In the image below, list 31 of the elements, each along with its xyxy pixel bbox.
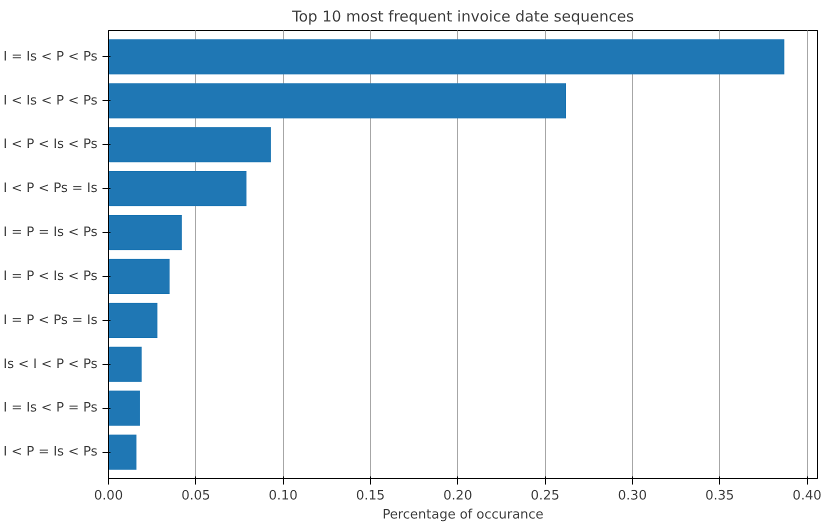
x-axis-title: Percentage of occurance	[382, 508, 544, 522]
y-tick-label: I < Is < P < Ps	[3, 93, 98, 108]
x-tick-label: 0.10	[268, 488, 298, 504]
bar	[108, 127, 271, 162]
y-tick-label: Is < I < P < Ps	[3, 356, 98, 372]
y-tick-label: I = P = Is < Ps	[3, 225, 98, 240]
y-tick-label: I = P < Ps = Is	[3, 312, 98, 328]
x-tick-label: 0.00	[94, 488, 123, 504]
bar	[108, 390, 140, 426]
x-tick-label: 0.30	[618, 488, 647, 504]
bar	[108, 346, 142, 382]
y-tick-label: I < P = Is < Ps	[3, 444, 98, 460]
x-tick-label: 0.35	[705, 488, 734, 504]
bar	[108, 258, 170, 294]
y-tick-label: I = Is < P = Ps	[3, 400, 98, 416]
bar	[108, 171, 246, 206]
x-tick-label: 0.15	[356, 488, 385, 504]
bar	[108, 83, 566, 118]
chart-title: Top 10 most frequent invoice date sequences	[291, 8, 634, 26]
y-tick-label: I = Is < P < Ps	[3, 49, 98, 64]
y-tick-label: I = P < Is < Ps	[3, 268, 98, 284]
y-tick-label: I < P < Is < Ps	[3, 137, 98, 152]
x-tick-label: 0.05	[181, 488, 210, 504]
bar	[108, 434, 136, 470]
x-tick-label: 0.40	[792, 488, 822, 504]
bar	[108, 214, 182, 250]
x-tick-label: 0.20	[443, 488, 472, 504]
x-tick-label: 0.25	[530, 488, 560, 504]
bar	[108, 302, 158, 338]
y-tick-label: I < P < Ps = Is	[3, 181, 98, 196]
bar	[108, 39, 784, 74]
